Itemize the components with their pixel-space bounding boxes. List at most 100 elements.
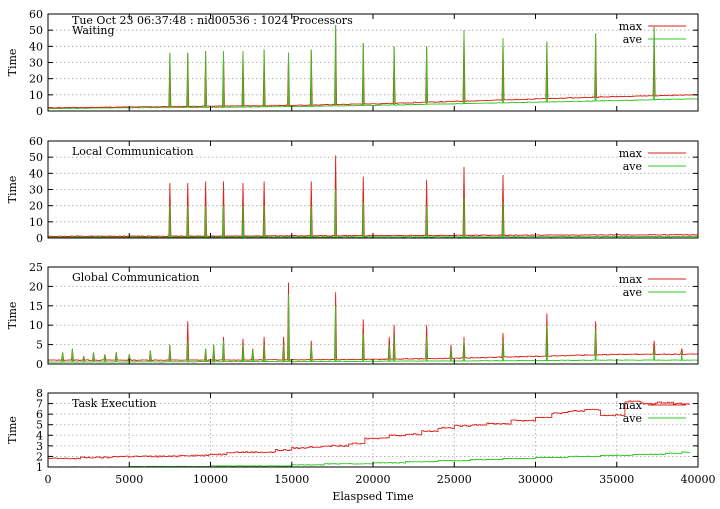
spike-max — [204, 181, 208, 237]
spike-ave — [425, 46, 428, 105]
spike-ave — [186, 52, 189, 108]
y-tick-label: 5 — [36, 339, 43, 352]
spike-ave — [334, 25, 337, 106]
y-tick-label: 10 — [29, 319, 43, 332]
y-tick-label: 4 — [36, 429, 43, 442]
spike-ave — [168, 52, 171, 108]
spike-ave — [463, 340, 465, 361]
y-tick-label: 20 — [29, 73, 43, 86]
series-line-max — [48, 353, 698, 361]
spike-ave — [186, 205, 189, 238]
spike-ave — [545, 325, 548, 361]
x-tick-label: 5000 — [115, 473, 143, 486]
spike-ave — [594, 329, 597, 361]
spike-ave — [242, 51, 244, 107]
y-tick-label: 20 — [29, 280, 43, 293]
plot-frame — [47, 140, 699, 239]
spike-ave — [388, 344, 391, 362]
spike-ave — [594, 33, 597, 101]
spike-max — [186, 321, 190, 361]
y-tick-label: 6 — [36, 408, 43, 421]
spike-max — [241, 183, 245, 236]
chart-header: Tue Oct 23 06:37:48 : nid00536 : 1024 Pr… — [72, 14, 353, 27]
text-layer: Tue Oct 23 06:37:48 : nid00536 : 1024 Pr… — [6, 8, 716, 503]
spike-ave — [310, 344, 313, 362]
spike-ave — [362, 43, 365, 106]
spike-max — [168, 183, 172, 237]
legend-label-ave: ave — [623, 412, 642, 425]
plot-series-group — [48, 282, 698, 363]
plot-frame — [47, 13, 699, 112]
series-line-max — [48, 400, 690, 460]
series-line-ave — [48, 451, 690, 467]
spike-ave — [222, 340, 225, 362]
grid-layer — [48, 29, 698, 467]
y-tick-label: 0 — [36, 105, 43, 118]
spike-ave — [393, 336, 396, 362]
y-tick-label: 10 — [29, 216, 43, 229]
spike-ave — [263, 49, 266, 107]
y-tick-label: 7 — [36, 398, 43, 411]
y-tick-label: 40 — [29, 167, 43, 180]
y-tick-label: 50 — [29, 151, 43, 164]
spike-ave — [186, 340, 189, 362]
panel-title: Task Execution — [72, 397, 156, 410]
x-tick-label: 25000 — [437, 473, 472, 486]
spike-ave — [82, 356, 85, 363]
spike-ave — [204, 51, 207, 108]
x-tick-label: 30000 — [518, 473, 553, 486]
spike-ave — [222, 51, 225, 108]
y-axis-label: Time — [6, 302, 19, 330]
spike-ave — [545, 41, 548, 102]
y-tick-label: 30 — [29, 184, 43, 197]
spike-ave — [393, 46, 396, 105]
y-axis-label: Time — [6, 176, 19, 204]
spike-ave — [212, 344, 215, 362]
spike-ave — [61, 352, 64, 363]
spike-ave — [450, 348, 452, 361]
y-tick-label: 50 — [29, 24, 43, 37]
y-tick-label: 25 — [29, 261, 43, 274]
x-axis-label: Elaspsed Time — [332, 490, 413, 503]
x-tick-label: 20000 — [356, 473, 391, 486]
spike-max — [309, 181, 313, 236]
y-tick-label: 2 — [36, 450, 43, 463]
y-tick-label: 0 — [36, 358, 43, 371]
legend-label-max: max — [619, 147, 643, 160]
spike-ave — [334, 189, 337, 237]
spike-ave — [263, 205, 266, 237]
plot-series-group — [48, 400, 690, 467]
spike-ave — [425, 205, 428, 237]
spike-ave — [653, 26, 656, 100]
spike-max — [222, 181, 225, 237]
spike-ave — [168, 344, 171, 362]
spike-ave — [71, 348, 74, 363]
spike-max — [680, 348, 684, 355]
legend-label-ave: ave — [623, 160, 642, 173]
y-tick-label: 15 — [29, 300, 43, 313]
y-tick-label: 5 — [36, 419, 43, 432]
spike-ave — [204, 205, 207, 238]
x-tick-label: 0 — [45, 473, 52, 486]
spike-max — [501, 174, 505, 236]
legend-label-max: max — [619, 273, 643, 286]
spike-ave — [92, 352, 95, 362]
y-tick-label: 10 — [29, 89, 43, 102]
spike-ave — [463, 30, 465, 104]
spike-ave — [334, 305, 337, 362]
panel-title: Global Communication — [72, 271, 200, 284]
plot-frame — [47, 392, 699, 468]
spike-ave — [103, 354, 106, 362]
spike-ave — [653, 348, 656, 361]
x-tick-label: 40000 — [681, 473, 716, 486]
spike-ave — [263, 344, 266, 362]
spike-ave — [251, 348, 254, 362]
y-tick-label: 60 — [29, 135, 43, 148]
x-tick-label: 10000 — [193, 473, 228, 486]
spike-ave — [502, 202, 504, 237]
spike-max — [462, 166, 466, 236]
series-line-ave — [48, 359, 698, 363]
legend-label-ave: ave — [623, 286, 642, 299]
y-axis-label: Time — [6, 416, 19, 444]
